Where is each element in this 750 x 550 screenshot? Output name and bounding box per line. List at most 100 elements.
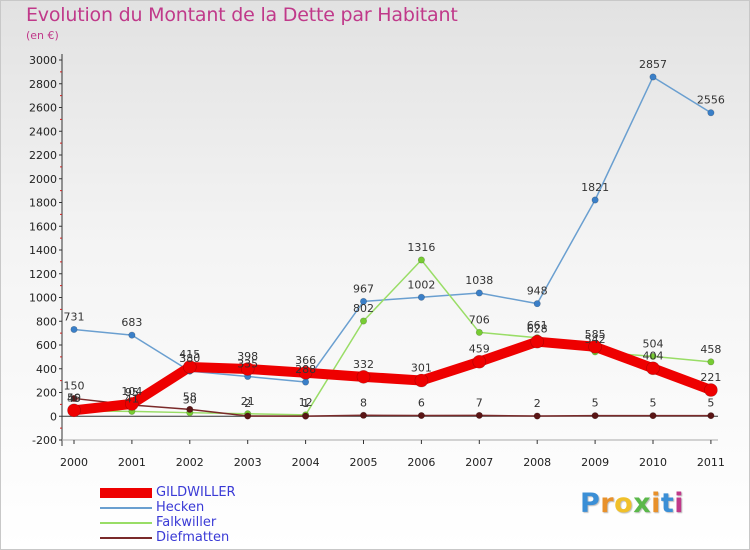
data-point-hecken: [707, 109, 715, 117]
data-label-diefmatten: 95: [125, 386, 139, 399]
chart-title: Evolution du Montant de la Dette par Hab…: [26, 4, 458, 26]
data-label-hecken: 2556: [697, 94, 725, 107]
data-label-falkwiller: 30: [183, 394, 197, 407]
data-label-diefmatten: 58: [183, 390, 197, 403]
y-tick-label: 2800: [29, 78, 57, 91]
data-label-diefmatten: 2: [534, 397, 541, 410]
x-tick-label: 2007: [465, 456, 493, 469]
data-label-hecken: 1002: [407, 278, 435, 291]
data-label-diefmatten: 5: [592, 397, 599, 410]
proxiti-logo: Proxiti: [580, 488, 684, 519]
data-label-gildwiller: 104: [121, 385, 142, 398]
data-point-falkwiller: [475, 328, 483, 336]
data-point-diefmatten: [244, 412, 252, 420]
y-tick-label: -200: [32, 434, 57, 447]
data-point-falkwiller: [417, 256, 425, 264]
x-tick-label: 2009: [581, 456, 609, 469]
data-point-gildwiller: [414, 373, 429, 388]
x-tick-label: 2002: [176, 456, 204, 469]
data-label-diefmatten: 2: [244, 397, 251, 410]
y-tick-label: 2600: [29, 102, 57, 115]
y-tick-label: 3000: [29, 54, 57, 67]
data-point-hecken: [475, 289, 483, 297]
data-label-diefmatten: 5: [650, 397, 657, 410]
data-point-falkwiller: [649, 352, 657, 360]
data-point-gildwiller: [125, 397, 139, 411]
data-label-gildwiller: 398: [237, 350, 258, 363]
legend-item-gildwiller: GILDWILLER: [100, 485, 300, 500]
legend-label: Falkwiller: [156, 515, 217, 530]
data-point-gildwiller: [356, 370, 371, 384]
legend: GILDWILLER Hecken Falkwiller Diefmatten: [100, 485, 300, 545]
x-tick-label: 2008: [523, 456, 551, 469]
data-point-hecken: [533, 300, 541, 308]
data-point-hecken: [417, 293, 425, 301]
data-label-falkwiller: 706: [469, 313, 490, 326]
legend-item-hecken: Hecken: [100, 500, 300, 515]
data-label-gildwiller: 301: [411, 362, 432, 375]
x-tick-label: 2005: [350, 456, 378, 469]
data-point-gildwiller: [646, 361, 660, 376]
data-label-hecken: 335: [237, 357, 258, 370]
data-label-gildwiller: 459: [469, 343, 490, 356]
data-label-hecken: 1821: [581, 181, 609, 194]
data-label-falkwiller: 504: [643, 337, 664, 350]
data-label-gildwiller: 628: [527, 323, 548, 336]
data-point-hecken: [70, 325, 78, 333]
data-point-gildwiller: [588, 339, 602, 354]
y-tick-label: 0: [50, 410, 57, 423]
y-tick-label: 800: [36, 315, 57, 328]
data-label-hecken: 1038: [465, 274, 493, 287]
data-label-hecken: 731: [64, 310, 85, 323]
y-tick-label: 1200: [29, 268, 57, 281]
x-tick-label: 2006: [407, 456, 435, 469]
data-point-diefmatten: [302, 412, 310, 420]
x-tick-label: 2003: [234, 456, 262, 469]
data-label-gildwiller: 366: [295, 354, 316, 367]
data-label-falkwiller: 21: [241, 395, 255, 408]
data-label-gildwiller: 332: [353, 358, 374, 371]
data-point-diefmatten: [417, 412, 425, 420]
data-label-hecken: 2857: [639, 58, 667, 71]
data-point-diefmatten: [186, 405, 194, 413]
y-tick-label: 2000: [29, 173, 57, 186]
data-label-falkwiller: 45: [67, 392, 81, 405]
legend-label: Hecken: [156, 500, 205, 515]
data-label-gildwiller: 50: [67, 391, 81, 404]
data-point-hecken: [128, 331, 136, 339]
data-label-falkwiller: 12: [299, 396, 313, 409]
y-tick-label: 600: [36, 339, 57, 352]
data-point-gildwiller: [240, 362, 255, 376]
logo-letter: i: [674, 488, 685, 519]
data-point-diefmatten: [533, 412, 541, 420]
x-tick-label: 2001: [118, 456, 146, 469]
logo-letter: t: [660, 488, 675, 519]
data-label-hecken: 967: [353, 282, 374, 295]
y-tick-label: 200: [36, 387, 57, 400]
data-label-diefmatten: 1: [302, 397, 309, 410]
data-point-hecken: [302, 378, 310, 386]
data-label-falkwiller: 661: [527, 319, 548, 332]
logo-letter: x: [633, 488, 652, 519]
data-label-gildwiller: 415: [179, 348, 200, 361]
data-point-gildwiller: [704, 383, 718, 397]
data-label-hecken: 288: [295, 363, 316, 376]
y-tick-label: 400: [36, 363, 57, 376]
data-label-hecken: 948: [527, 285, 548, 298]
data-point-gildwiller: [67, 403, 81, 418]
data-point-diefmatten: [649, 412, 657, 420]
legend-label: Diefmatten: [156, 530, 230, 545]
y-tick-label: 2400: [29, 125, 57, 138]
y-tick-label: 1000: [29, 292, 57, 305]
x-tick-label: 2010: [639, 456, 667, 469]
y-tick-label: 1400: [29, 244, 57, 257]
legend-swatch: [100, 522, 152, 524]
x-tick-label: 2011: [697, 456, 725, 469]
chart-subtitle: (en €): [26, 29, 59, 42]
logo-letter: i: [651, 488, 661, 519]
y-tick-label: 1800: [29, 197, 57, 210]
data-point-falkwiller: [359, 317, 367, 325]
data-point-gildwiller: [530, 334, 545, 349]
data-label-gildwiller: 585: [585, 328, 606, 341]
